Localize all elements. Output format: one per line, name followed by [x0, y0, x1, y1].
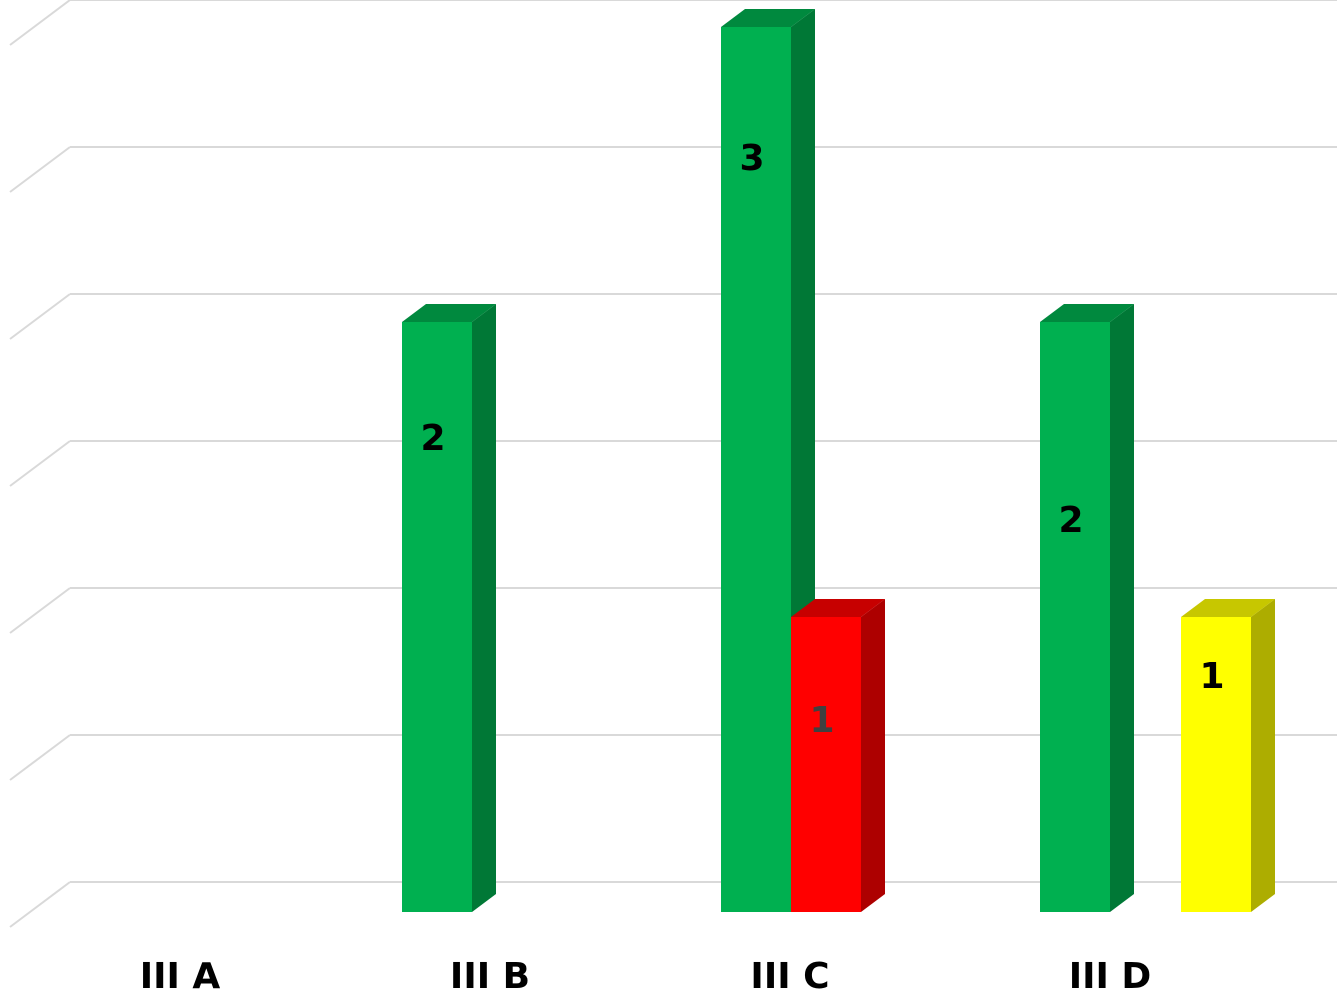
bar-side-face — [472, 304, 496, 912]
bar-front-face — [791, 617, 861, 912]
bar-iii-b-series-1 — [402, 304, 496, 912]
gridline-slant — [9, 881, 71, 928]
bar-iii-c-series-1 — [721, 9, 815, 912]
gridlines — [9, 0, 1337, 928]
bar-top-face — [791, 599, 885, 617]
bar-iii-d-series-1 — [1040, 304, 1134, 912]
bar-front-face — [1040, 322, 1110, 912]
bars — [402, 9, 1275, 912]
bar-iii-c-series-2 — [791, 599, 885, 912]
gridline-slant — [9, 293, 71, 340]
bar-top-face — [721, 9, 815, 27]
data-labels: 2 3 2 1 1 — [420, 138, 1224, 741]
data-label: 1 — [809, 700, 834, 741]
category-label: III D — [1069, 956, 1152, 997]
data-label: 2 — [420, 418, 445, 459]
bar-side-face — [861, 599, 885, 912]
gridline-slant — [9, 734, 71, 781]
category-label: III C — [750, 956, 829, 997]
category-label: III A — [140, 956, 221, 997]
bar-front-face — [402, 322, 472, 912]
gridline-slant — [9, 587, 71, 634]
gridline-slant — [9, 146, 71, 193]
bar-top-face — [402, 304, 496, 322]
bar-side-face — [1110, 304, 1134, 912]
bar-front-face — [721, 27, 791, 912]
data-label: 3 — [739, 138, 764, 179]
bar-side-face — [1251, 599, 1275, 912]
bar-top-face — [1040, 304, 1134, 322]
data-label: 2 — [1058, 500, 1083, 541]
bar-iii-d-series-3 — [1181, 599, 1275, 912]
gridline-slant — [9, 0, 71, 46]
gridline-slant — [9, 440, 71, 487]
category-label: III B — [450, 956, 530, 997]
category-axis-labels: III A III B III C III D — [140, 956, 1152, 997]
bar-top-face — [1181, 599, 1275, 617]
data-label: 1 — [1199, 656, 1224, 697]
bar-front-face — [1181, 617, 1251, 912]
